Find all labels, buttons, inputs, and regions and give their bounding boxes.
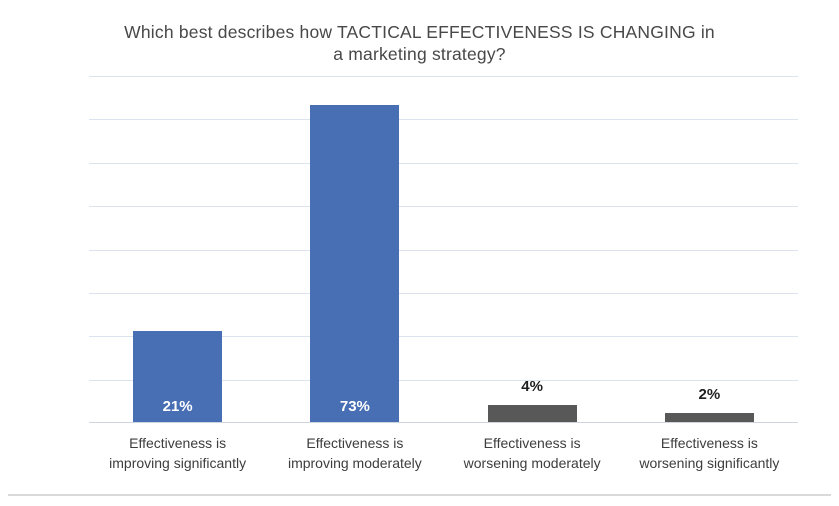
chart-title: Which best describes how TACTICAL EFFECT…: [0, 21, 839, 65]
plot-area: 21% 73% 4% 2%: [89, 76, 798, 423]
x-axis-label-effectiveness-is-worsening-moderately: Effectiveness is worsening moderately: [444, 433, 621, 473]
bar-value-label-effectiveness-is-worsening-significantly: 2%: [698, 386, 721, 404]
bar-value-label-effectiveness-is-worsening-moderately: 4%: [521, 377, 543, 395]
bar-effectiveness-is-improving-moderately: [310, 105, 400, 422]
bar-effectiveness-is-worsening-moderately: [487, 404, 577, 422]
x-axis-label-line2: improving significantly: [109, 455, 247, 471]
x-axis-label-effectiveness-is-improving-moderately: Effectiveness is improving moderately: [266, 433, 443, 473]
gridline-10: [89, 379, 798, 381]
bar-effectiveness-is-improving-significantly: [133, 330, 223, 422]
x-axis-label-line2: worsening moderately: [463, 455, 601, 471]
x-axis-label-line1: Effectiveness is: [660, 435, 758, 451]
gridline-30: [89, 292, 798, 294]
bar-value-label-effectiveness-is-improving-moderately: 73%: [339, 398, 370, 415]
x-axis-label-line2: worsening significantly: [639, 455, 780, 471]
x-axis-label-line1: Effectiveness is: [129, 435, 227, 451]
gridline-70: [89, 119, 798, 121]
x-axis-label-line1: Effectiveness is: [483, 435, 581, 451]
chart-title-line1: Which best describes how TACTICAL EFFECT…: [124, 22, 715, 42]
x-axis-labels: Effectiveness is improving significantly E…: [89, 433, 798, 473]
x-axis-label-effectiveness-is-worsening-significantly: Effectiveness is worsening significantly: [621, 433, 798, 473]
bottom-divider: [8, 494, 831, 496]
x-axis-label-effectiveness-is-improving-significantly: Effectiveness is improving significantly: [89, 433, 266, 473]
x-axis-label-line2: improving moderately: [287, 455, 422, 471]
gridline-50: [89, 206, 798, 208]
gridline-40: [89, 249, 798, 251]
bar-value-label-effectiveness-is-improving-significantly: 21%: [162, 398, 193, 415]
gridline-60: [89, 162, 798, 164]
chart-title-line2: a marketing strategy?: [333, 44, 506, 64]
x-axis-label-line1: Effectiveness is: [306, 435, 404, 451]
gridline-80: [89, 76, 798, 77]
gridline-20: [89, 336, 798, 338]
bar-effectiveness-is-worsening-significantly: [664, 413, 754, 422]
x-axis-line: [89, 422, 798, 423]
